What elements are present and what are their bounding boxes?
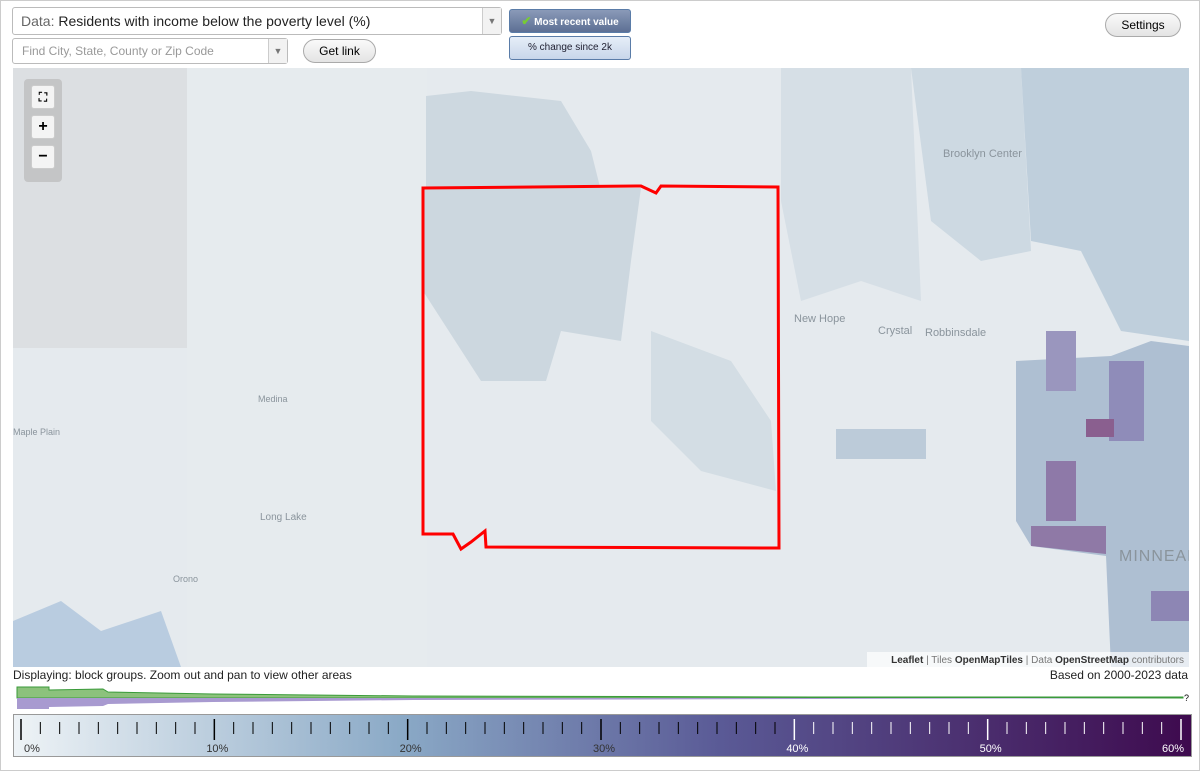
map[interactable]: Brooklyn Center New Hope Crystal Robbins…: [13, 68, 1189, 667]
attribution-link[interactable]: OpenMapTiles: [955, 655, 1024, 666]
place-label: Medina: [258, 394, 288, 404]
attribution-text: | Data: [1026, 655, 1053, 666]
legend-tick-label: 10%: [206, 743, 228, 755]
region: [1151, 591, 1189, 621]
attribution-text: contributors: [1132, 655, 1184, 666]
region: [1021, 68, 1189, 341]
fit-button[interactable]: ⛶: [31, 85, 55, 109]
legend-tick-label: 40%: [786, 743, 808, 755]
search-placeholder: Find City, State, County or Zip Code: [22, 44, 214, 58]
mode-button-active[interactable]: ✔ Most recent value: [509, 9, 631, 33]
legend-tick-label: 50%: [980, 743, 1002, 755]
display-note: Displaying: block groups. Zoom out and p…: [13, 668, 352, 682]
legend-bar: [13, 714, 1192, 757]
help-mark[interactable]: ?: [1184, 693, 1189, 703]
histogram: ?: [16, 686, 1189, 709]
legend-tick-label: 60%: [1162, 743, 1184, 755]
region: [1046, 331, 1076, 391]
region: [1016, 341, 1189, 667]
region: [1086, 419, 1114, 437]
mode-button[interactable]: % change since 2k: [509, 36, 631, 60]
region: [426, 91, 601, 191]
place-label: Crystal: [878, 325, 912, 337]
attribution-link[interactable]: OpenStreetMap: [1055, 655, 1129, 666]
region: [187, 68, 427, 667]
data-label: Data:: [21, 13, 55, 29]
lake: [13, 601, 181, 667]
settings-button[interactable]: Settings: [1105, 13, 1181, 37]
histogram-area: [17, 698, 1183, 709]
histogram-area: [16, 686, 1184, 699]
selection-outline: [421, 184, 781, 552]
mode-label: Most recent value: [534, 17, 619, 28]
zoom-in-button[interactable]: +: [31, 115, 55, 139]
region: [1046, 461, 1076, 521]
attribution: Leaflet | Tiles OpenMapTiles | Data Open…: [891, 655, 1184, 666]
legend-tick-label: 0%: [24, 743, 40, 755]
region: [911, 68, 1031, 261]
attribution-text: | Tiles: [926, 655, 952, 666]
dropdown-arrow: ▼: [482, 8, 501, 34]
place-label: Robbinsdale: [925, 327, 986, 339]
region: [1109, 361, 1144, 441]
region: [651, 331, 776, 491]
dropdown-arrow: ▼: [268, 39, 287, 63]
region: [423, 188, 641, 381]
zoom-control: ⛶ + −: [24, 79, 62, 182]
region: [781, 68, 921, 301]
legend-tick-label: 20%: [400, 743, 422, 755]
get-link-button[interactable]: Get link: [303, 39, 376, 63]
legend-tick-label: 30%: [593, 743, 615, 755]
attribution-link[interactable]: Leaflet: [891, 655, 924, 666]
place-label: Brooklyn Center: [943, 148, 1022, 160]
place-label: New Hope: [794, 313, 845, 325]
legend: 0% 10% 20% 30% 40% 50% 60%: [13, 714, 1192, 757]
region: [1031, 526, 1106, 554]
data-value: Residents with income below the poverty …: [58, 13, 371, 29]
zoom-out-button[interactable]: −: [31, 145, 55, 169]
data-range-note: Based on 2000-2023 data: [1049, 668, 1188, 682]
place-label: MINNEAPOLIS: [1119, 548, 1189, 565]
region: [836, 429, 926, 459]
place-label: Orono: [173, 574, 198, 584]
attribution-bg: [867, 652, 1189, 667]
check-icon: ✔: [521, 14, 532, 28]
place-label: Maple Plain: [13, 427, 60, 437]
search-box[interactable]: Find City, State, County or Zip Code ▼: [12, 38, 288, 64]
data-select[interactable]: Data: Residents with income below the po…: [12, 7, 502, 35]
place-label: Long Lake: [260, 512, 307, 523]
